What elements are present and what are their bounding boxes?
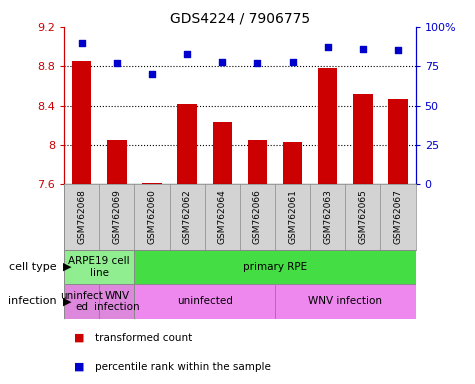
Bar (318, 68, 337, 184)
Bar (64, 250, 134, 284)
Bar (275, 284, 416, 319)
Text: ▶: ▶ (63, 296, 71, 306)
Bar (283, 142, 302, 184)
Title: GDS4224 / 7906775: GDS4224 / 7906775 (170, 12, 310, 26)
Bar (107, 140, 126, 184)
Bar (134, 250, 416, 284)
Point (359, 46, 367, 52)
Point (113, 60, 121, 66)
Bar (64, 284, 99, 319)
Text: percentile rank within the sample: percentile rank within the sample (95, 362, 271, 372)
Text: GSM762068: GSM762068 (77, 190, 86, 244)
Point (289, 58, 296, 65)
Bar (178, 104, 197, 184)
Point (148, 71, 156, 77)
Bar (213, 122, 232, 184)
Point (78, 40, 86, 46)
Text: ■: ■ (74, 362, 84, 372)
Text: GSM762061: GSM762061 (288, 190, 297, 244)
Point (324, 44, 332, 50)
Text: GSM762060: GSM762060 (148, 190, 156, 244)
Bar (353, 94, 372, 184)
Bar (134, 284, 275, 319)
Point (254, 60, 261, 66)
Point (394, 47, 402, 53)
Bar (389, 99, 408, 184)
Text: GSM762069: GSM762069 (113, 190, 121, 244)
Text: ■: ■ (74, 333, 84, 343)
Text: primary RPE: primary RPE (243, 262, 307, 272)
Text: WNV
infection: WNV infection (94, 291, 140, 312)
Text: infection: infection (9, 296, 57, 306)
Text: GSM762067: GSM762067 (394, 190, 402, 244)
Text: WNV infection: WNV infection (308, 296, 382, 306)
Bar (142, 183, 162, 184)
Text: uninfected: uninfected (177, 296, 233, 306)
Text: ▶: ▶ (63, 262, 71, 272)
Text: cell type: cell type (10, 262, 57, 272)
Bar (72, 61, 91, 184)
Text: uninfect
ed: uninfect ed (60, 291, 103, 312)
Text: GSM762063: GSM762063 (323, 190, 332, 244)
Text: GSM762064: GSM762064 (218, 190, 227, 244)
Text: transformed count: transformed count (95, 333, 192, 343)
Point (218, 58, 226, 65)
Text: ARPE19 cell
line: ARPE19 cell line (68, 256, 130, 278)
Text: GSM762066: GSM762066 (253, 190, 262, 244)
Point (183, 51, 191, 57)
Bar (99, 284, 134, 319)
Bar (248, 140, 267, 184)
Text: GSM762065: GSM762065 (359, 190, 367, 244)
Text: GSM762062: GSM762062 (183, 190, 191, 244)
